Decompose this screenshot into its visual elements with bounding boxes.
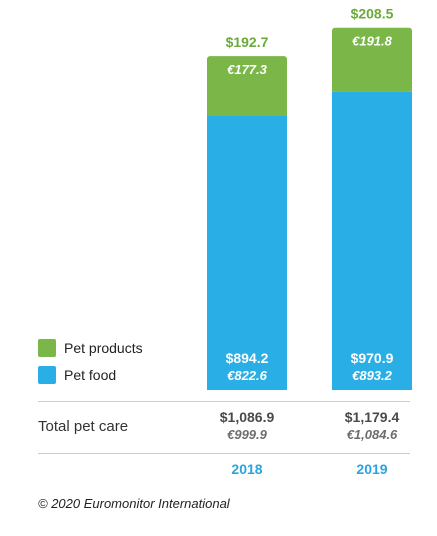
total-2018: $1,086.9 €999.9 [207, 409, 287, 442]
x-tick-2018: 2018 [231, 461, 263, 477]
label-pet-food-usd-2019: $970.9 [351, 350, 394, 366]
label-pet-food-eur-2019: €893.2 [352, 368, 393, 383]
x-tick-2019: 2019 [356, 461, 388, 477]
total-2019: $1,179.4 €1,084.6 [332, 409, 412, 442]
bar-pet-food-2018 [207, 115, 287, 390]
bar-pet-products-join-2019 [332, 88, 412, 92]
legend-swatch-pet-products [38, 339, 56, 357]
legend-item-pet-food: Pet food [38, 366, 116, 384]
bar-pet-products-join-2018 [207, 112, 287, 116]
divider-top [38, 401, 410, 402]
divider-bottom [38, 453, 410, 454]
bar-pet-products-2019 [332, 27, 412, 92]
label-pet-products-eur-2019: €191.8 [352, 34, 393, 49]
total-pet-care-label: Total pet care [38, 418, 129, 435]
label-pet-food-eur-2018: €822.6 [227, 368, 268, 383]
total-2018-usd: $1,086.9 [219, 409, 275, 425]
label-pet-products-usd-2018: $192.7 [226, 34, 269, 50]
legend-swatch-pet-food [38, 366, 56, 384]
label-pet-products-usd-2019: $208.5 [351, 6, 394, 22]
copyright-notice: © 2020 Euromonitor International [38, 496, 230, 511]
bar-pet-food-2019 [332, 91, 412, 391]
stacked-bar-chart: $192.7 €177.3 $894.2 €822.6 $208.5 €191.8 $970… [207, 6, 412, 391]
total-2019-eur: €1,084.6 [346, 427, 398, 442]
label-pet-products-eur-2018: €177.3 [227, 62, 268, 77]
bar-pet-products-2018 [207, 56, 287, 116]
legend-item-pet-products: Pet products [38, 339, 143, 357]
legend-label-pet-food: Pet food [64, 367, 117, 383]
label-pet-food-usd-2018: $894.2 [226, 350, 269, 366]
total-2019-usd: $1,179.4 [344, 409, 400, 425]
total-2018-eur: €999.9 [227, 427, 267, 442]
legend-label-pet-products: Pet products [64, 340, 143, 356]
